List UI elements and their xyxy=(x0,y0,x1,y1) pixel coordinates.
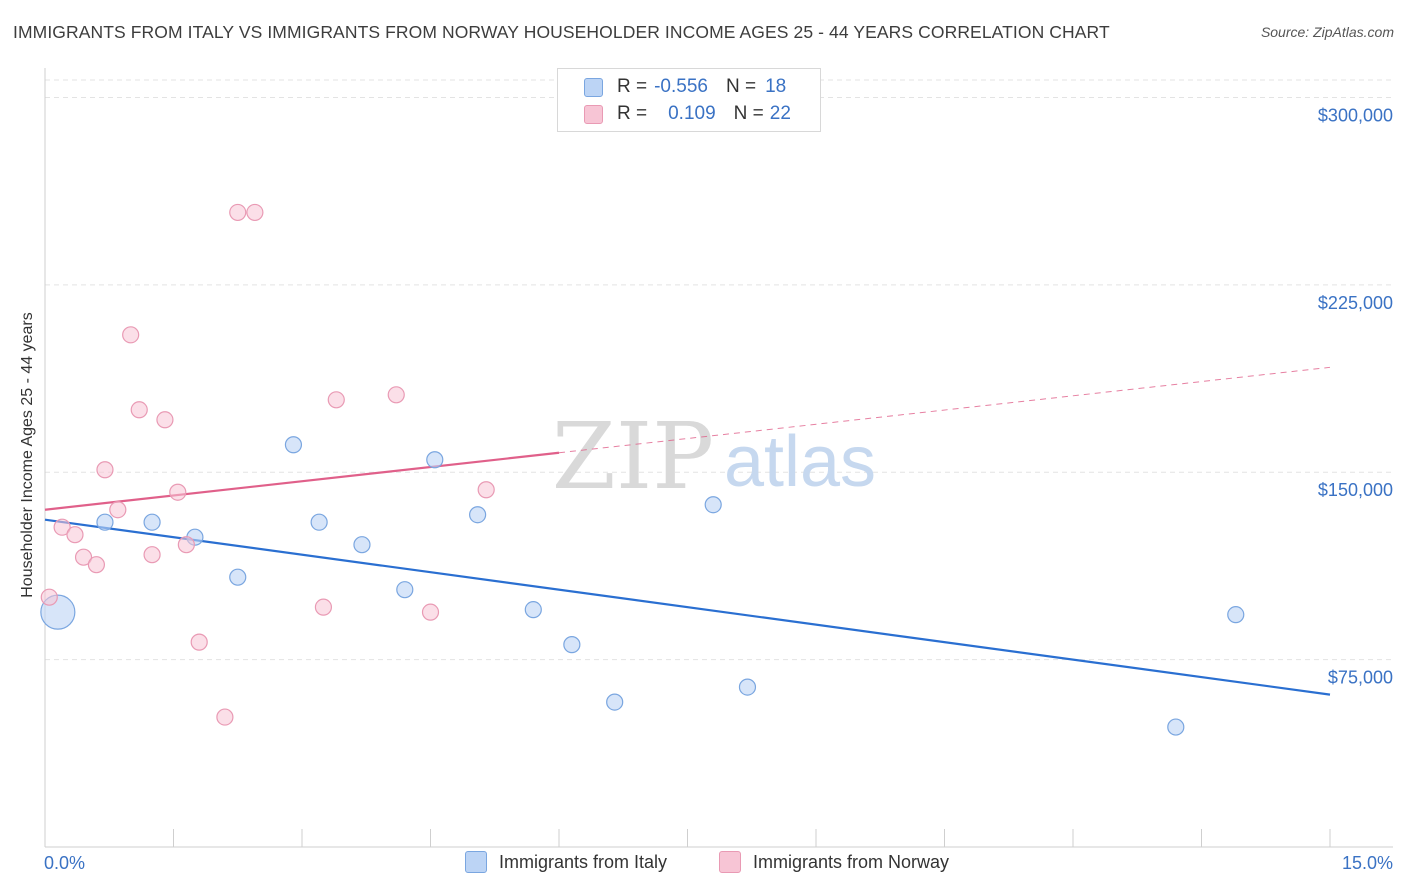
norway-r-value: 0.109 xyxy=(668,103,716,124)
bottom-norway-swatch xyxy=(719,851,741,873)
norway-point xyxy=(387,386,405,404)
italy-point xyxy=(704,496,722,514)
italy-trend-line xyxy=(44,518,1331,696)
norway-point xyxy=(143,546,161,564)
italy-swatch xyxy=(584,77,603,97)
y-tick-label: $75,000 xyxy=(1328,668,1393,688)
italy-point xyxy=(563,636,581,654)
bottom-italy-swatch xyxy=(465,851,487,873)
italy-point xyxy=(426,451,444,469)
scatter-points xyxy=(40,203,1245,736)
bottom-legend-italy: Immigrants from Italy xyxy=(465,851,667,873)
norway-point xyxy=(96,461,114,479)
norway-point xyxy=(246,203,264,222)
gridlines xyxy=(45,79,1393,661)
y-tick-labels: $75,000 $150,000 $225,000 $300,000 xyxy=(1318,105,1393,687)
axes xyxy=(44,68,1393,848)
y-tick-label: $225,000 xyxy=(1318,293,1393,313)
italy-point xyxy=(1167,718,1185,736)
italy-point xyxy=(396,581,414,599)
y-tick-label: $150,000 xyxy=(1318,480,1393,500)
bottom-norway-label: Immigrants from Norway xyxy=(753,851,950,872)
norway-point xyxy=(229,203,247,222)
norway-trend-line xyxy=(44,451,560,511)
watermark-zip: ZIP xyxy=(552,403,714,510)
italy-n-label: N = xyxy=(725,76,757,97)
italy-point xyxy=(284,436,303,454)
italy-point xyxy=(143,513,161,531)
norway-n-value: 22 xyxy=(769,103,791,124)
norway-point xyxy=(190,633,208,651)
norway-point xyxy=(314,598,333,616)
italy-point xyxy=(606,693,624,711)
italy-point xyxy=(353,536,371,554)
italy-point xyxy=(524,601,542,619)
norway-swatch xyxy=(584,104,603,124)
italy-point xyxy=(738,678,757,696)
norway-point xyxy=(169,483,187,501)
legend-row-italy: R = -0.556 N = 18 xyxy=(558,73,786,101)
source-credit: Source: ZipAtlas.com xyxy=(1260,24,1394,40)
trend-lines xyxy=(44,366,1331,696)
norway-trend-line-extension xyxy=(558,366,1331,454)
watermark: ZIP atlas xyxy=(552,403,876,510)
watermark-atlas: atlas xyxy=(724,422,876,502)
italy-point xyxy=(96,513,114,531)
norway-point xyxy=(109,501,127,519)
norway-point xyxy=(53,518,71,536)
x-tick-label-min: 0.0% xyxy=(44,853,85,873)
bottom-italy-label: Immigrants from Italy xyxy=(499,851,668,872)
correlation-legend: R = -0.556 N = 18 R = 0.109 N = 22 xyxy=(557,68,821,132)
norway-point xyxy=(87,556,106,574)
norway-point xyxy=(130,401,148,419)
norway-point xyxy=(177,536,195,554)
x-tick-labels: 0.0% 15.0% xyxy=(44,853,1393,873)
y-axis-label: Householder Income Ages 25 - 44 years xyxy=(19,312,36,598)
italy-point xyxy=(469,506,487,524)
y-tick-label: $300,000 xyxy=(1318,105,1393,125)
x-tick-label-max: 15.0% xyxy=(1342,853,1393,873)
norway-point xyxy=(421,603,440,621)
norway-point xyxy=(216,708,234,726)
norway-point xyxy=(156,411,174,429)
norway-point xyxy=(74,548,93,566)
norway-point xyxy=(40,588,58,606)
norway-r-label: R = xyxy=(617,103,648,124)
norway-point xyxy=(477,481,495,499)
italy-point xyxy=(1227,606,1245,624)
italy-point xyxy=(229,568,247,586)
norway-point xyxy=(327,391,345,409)
italy-point xyxy=(310,513,328,531)
norway-n-label: N = xyxy=(733,103,764,124)
italy-n-value: 18 xyxy=(765,76,787,97)
norway-point xyxy=(66,526,84,544)
legend-row-norway: R = 0.109 N = 22 xyxy=(558,100,791,128)
chart-title: IMMIGRANTS FROM ITALY VS IMMIGRANTS FROM… xyxy=(13,22,1110,42)
italy-r-label: R = xyxy=(617,76,648,97)
norway-point xyxy=(122,326,140,344)
bottom-legend-norway: Immigrants from Norway xyxy=(719,851,949,873)
italy-r-value: -0.556 xyxy=(654,76,708,97)
